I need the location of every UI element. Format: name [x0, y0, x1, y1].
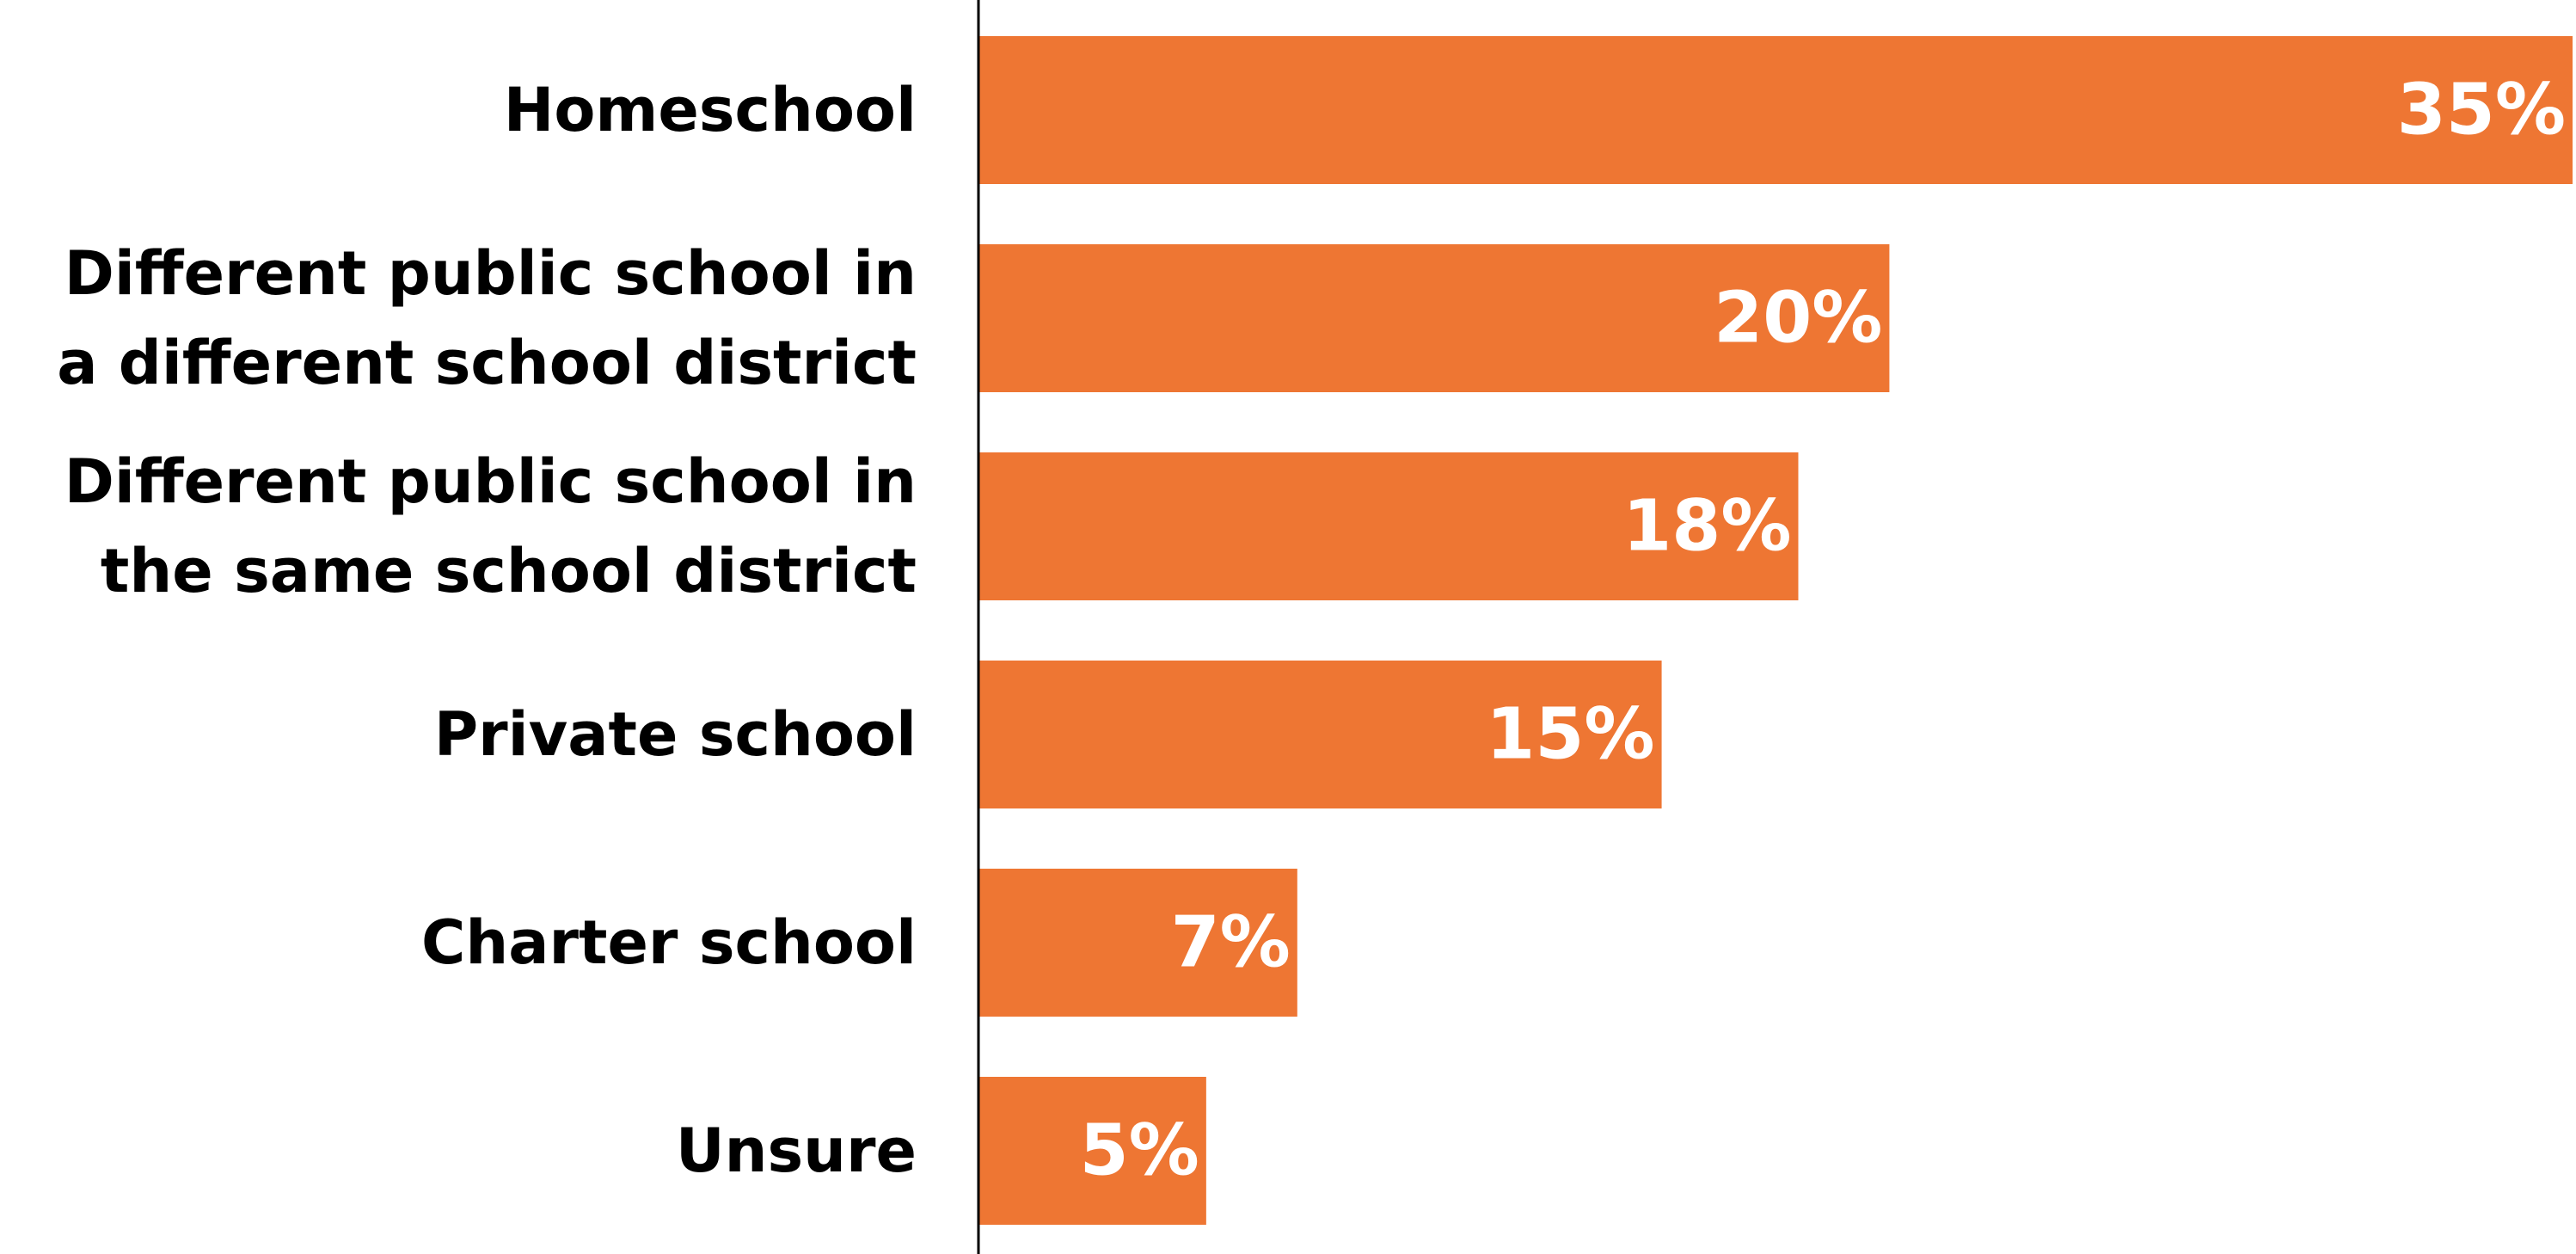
bar — [978, 661, 1662, 808]
category-label-line: Different public school in — [64, 238, 917, 309]
bar-value-label: 18% — [1622, 486, 1791, 568]
category-label: Homeschool — [504, 75, 917, 145]
bar-value-label: 5% — [1080, 1110, 1199, 1192]
category-label: Private school — [434, 699, 917, 770]
category-label: Different public school in a different sc… — [57, 238, 917, 398]
bar-value-label: 20% — [1714, 278, 1882, 360]
category-label-line: the same school district — [101, 536, 917, 606]
category-label: Charter school — [421, 907, 917, 978]
bars-group — [978, 36, 2573, 1225]
bar — [978, 1077, 1206, 1225]
bar-value-label: 35% — [2397, 70, 2566, 151]
category-label-line: Private school — [434, 699, 917, 770]
category-label-line: Unsure — [676, 1116, 917, 1186]
category-label: Unsure — [676, 1116, 917, 1186]
category-label-line: Different public school in — [64, 446, 917, 517]
category-label-line: Homeschool — [504, 75, 917, 145]
bar — [978, 869, 1297, 1017]
bar — [978, 452, 1799, 600]
category-label-line: a different school district — [57, 328, 917, 398]
bar — [978, 244, 1890, 392]
value-labels-group: 35% 20% 18% 15% 7% 5% — [1080, 70, 2566, 1192]
category-label-line: Charter school — [421, 907, 917, 978]
bar — [978, 36, 2573, 184]
bar-value-label: 15% — [1486, 694, 1654, 776]
category-labels-group: Homeschool Different public school in a di… — [57, 75, 917, 1186]
bar-value-label: 7% — [1171, 902, 1291, 984]
category-label: Different public school in the same schoo… — [64, 446, 917, 606]
